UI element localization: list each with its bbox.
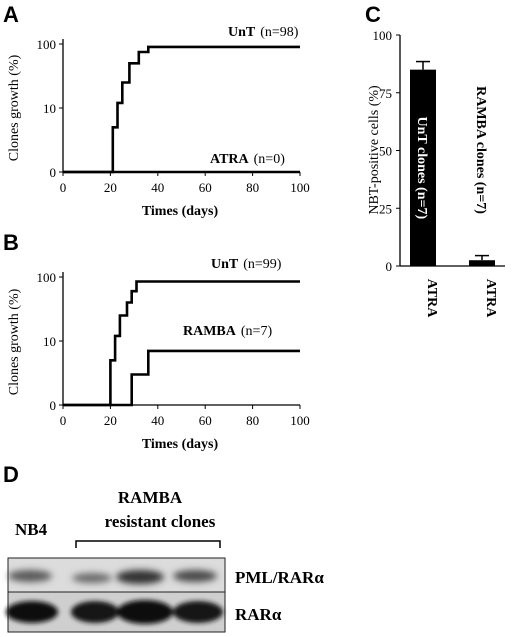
chart-b-xlabel: Times (days) (142, 437, 219, 452)
chart-a-series-1-n: (n=0) (254, 152, 286, 167)
chart-a-ylabel: Clones growth (%) (7, 54, 22, 161)
bar (410, 69, 436, 267)
x-tick-label: 80 (246, 180, 259, 195)
blot-band-label-rara: RARα (235, 605, 282, 624)
x-tick-label: 100 (290, 413, 310, 428)
blot-band (71, 601, 119, 623)
blot-band (8, 570, 52, 582)
blot-band (116, 570, 164, 584)
chart-c-ylabel: NBT-positive cells (%) (367, 85, 382, 215)
chart-a-series-0-line (63, 45, 300, 174)
chart-a: Clones growth (%) Times (days) UnT (n=98)… (7, 25, 310, 219)
y-tick-label: 100 (37, 37, 57, 52)
chart-a-series-1-label: ATRA (n=0) (210, 152, 285, 167)
blot-band-label-pml-rara: PML/RARα (235, 568, 324, 587)
y-tick-label: 10 (43, 334, 56, 349)
x-category-label: ATRA (483, 279, 498, 319)
blot-band (117, 600, 173, 624)
blot-band (173, 570, 217, 582)
x-tick-label: 100 (290, 180, 310, 195)
bar-label: RAMBA clones (n=7) (473, 86, 488, 214)
y-tick-label: 25 (379, 201, 392, 216)
x-tick-label: 60 (199, 413, 212, 428)
y-tick-label: 0 (50, 165, 57, 180)
blot-band (72, 573, 112, 583)
chart-b-series-0-line (63, 280, 300, 407)
chart-a-series-0-label: UnT (n=98) (228, 25, 299, 40)
x-tick-label: 20 (104, 180, 117, 195)
y-tick-label: 0 (50, 398, 57, 413)
chart-b-series-0-n: (n=99) (243, 257, 282, 272)
blot-group-bracket (75, 540, 221, 548)
x-tick-label: 60 (199, 180, 212, 195)
y-tick-label: 75 (379, 86, 392, 101)
y-tick-label: 0 (386, 259, 393, 274)
y-tick-label: 50 (379, 144, 392, 159)
blot-band (173, 601, 223, 623)
chart-b: Clones growth (%) Times (days) UnT (n=99)… (7, 257, 310, 452)
panel-letter-c: C (365, 2, 381, 27)
blot-bands-rara (6, 600, 223, 624)
blot-bands-pml-rara (8, 570, 217, 584)
bar-label: UnT clones (n=7) (414, 117, 429, 220)
x-tick-label: 40 (151, 413, 164, 428)
panel-letter-b: B (3, 230, 19, 255)
bar (469, 260, 495, 266)
chart-a-series-1-name: ATRA (210, 152, 250, 167)
chart-b-ylabel: Clones growth (%) (7, 288, 22, 395)
western-blot: NB4 RAMBA resistant clones PML/RARα RARα (6, 488, 324, 633)
chart-b-series-0-name: UnT (211, 257, 239, 272)
blot-group-label-line2: resistant clones (105, 512, 216, 531)
chart-b-series-1-label: RAMBA (n=7) (183, 324, 272, 339)
x-tick-label: 0 (60, 413, 67, 428)
chart-a-xlabel: Times (days) (142, 204, 219, 219)
y-tick-label: 10 (43, 101, 56, 116)
x-category-label: ATRA (424, 279, 439, 319)
y-tick-label: 100 (37, 270, 57, 285)
y-tick-label: 100 (373, 28, 393, 43)
blot-group-label-line1: RAMBA (118, 488, 183, 507)
panel-letter-a: A (3, 2, 19, 27)
x-tick-label: 80 (246, 413, 259, 428)
chart-b-series-0-label: UnT (n=99) (211, 257, 282, 272)
chart-b-series-1-n: (n=7) (241, 324, 273, 339)
chart-c: NBT-positive cells (%) 0 25 50 75 100 ATRA UnT… (367, 28, 505, 318)
chart-b-series-1-name: RAMBA (183, 324, 237, 339)
x-tick-label: 40 (151, 180, 164, 195)
blot-band (6, 601, 58, 623)
chart-a-series-0-name: UnT (228, 25, 256, 40)
chart-b-series-1-line (63, 349, 300, 407)
chart-a-series-0-n: (n=98) (260, 25, 299, 40)
x-tick-label: 0 (60, 180, 67, 195)
panel-letter-d: D (3, 462, 19, 487)
blot-lane-label-nb4: NB4 (15, 520, 48, 539)
x-tick-label: 20 (104, 413, 117, 428)
